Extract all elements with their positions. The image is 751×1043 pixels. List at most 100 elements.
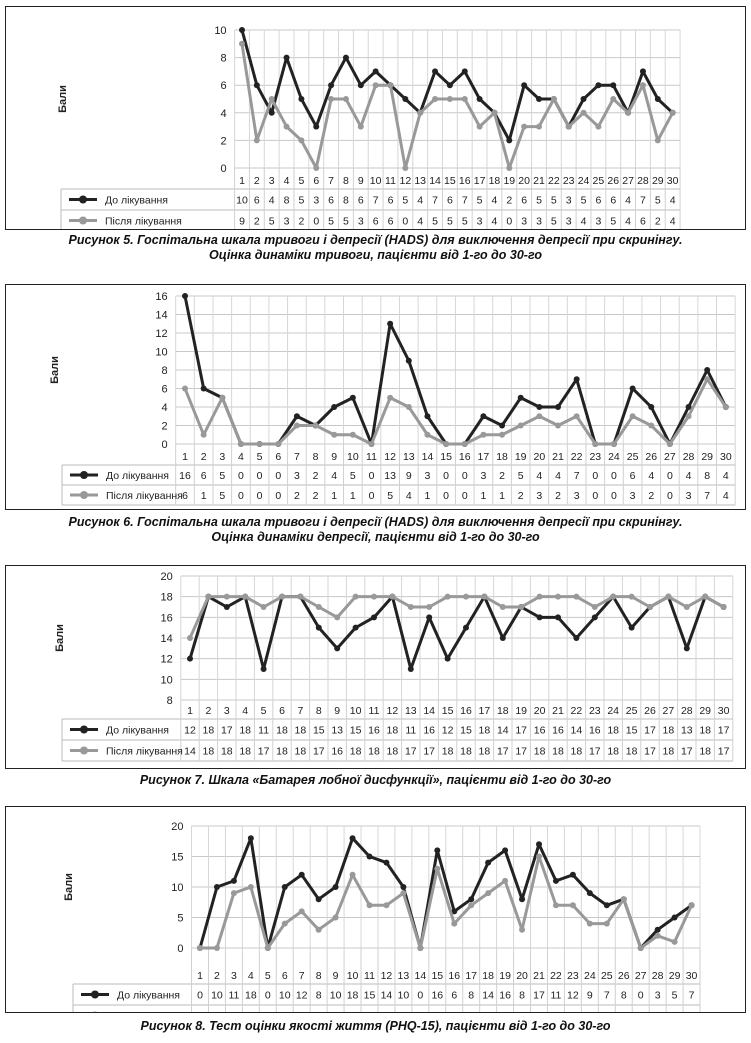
x-tick-label: 15 xyxy=(431,970,443,982)
data-point xyxy=(328,82,335,89)
table-value: 17 xyxy=(533,990,545,1002)
y-tick-label: 2 xyxy=(220,135,226,147)
data-point xyxy=(499,604,506,610)
table-value: 14 xyxy=(497,725,509,737)
table-value: 0 xyxy=(197,990,203,1002)
table-value: 10 xyxy=(279,990,291,1002)
y-tick-label: 16 xyxy=(161,612,173,624)
data-point xyxy=(268,96,275,102)
table-value: 18 xyxy=(479,725,491,737)
x-tick-label: 21 xyxy=(552,451,564,463)
x-tick-label: 5 xyxy=(298,175,304,187)
table-value: 3 xyxy=(574,490,580,502)
table-value: 11 xyxy=(550,990,561,1002)
data-point xyxy=(407,666,414,672)
x-tick-label: 11 xyxy=(369,705,380,717)
data-point xyxy=(569,902,576,909)
x-tick-label: 13 xyxy=(405,705,417,717)
x-tick-label: 27 xyxy=(663,705,675,717)
table-value: 0 xyxy=(443,470,449,482)
gridlines xyxy=(175,295,736,445)
y-tick-label: 15 xyxy=(171,852,183,864)
table-value: 7 xyxy=(468,1011,474,1013)
table-value: 5 xyxy=(672,990,678,1002)
table-value: 17 xyxy=(258,746,270,758)
y-tick-label: 20 xyxy=(161,571,173,583)
x-tick-label: 16 xyxy=(459,175,471,187)
legend-label: Після лікування xyxy=(117,1011,194,1013)
table-value: 1 xyxy=(425,490,431,502)
legend-entry-before: До лікування xyxy=(69,195,168,207)
x-tick-label: 9 xyxy=(333,970,339,982)
table-value: 6 xyxy=(388,195,394,207)
data-point xyxy=(281,884,288,890)
table-value: 4 xyxy=(670,216,676,228)
table-value: 1 xyxy=(480,490,486,502)
data-point xyxy=(654,137,661,144)
x-tick-label: 16 xyxy=(448,970,460,982)
table-value: 5 xyxy=(536,195,542,207)
table-value: 14 xyxy=(184,746,196,758)
data-point xyxy=(315,926,322,933)
x-tick-label: 22 xyxy=(548,175,560,187)
table-value: 0 xyxy=(197,1011,203,1013)
data-point xyxy=(260,666,267,672)
table-value: 9 xyxy=(231,1011,237,1013)
table-value: 16 xyxy=(368,725,380,737)
series-line xyxy=(200,855,693,950)
x-tick-label: 30 xyxy=(720,451,732,463)
x-tick-label: 6 xyxy=(282,970,288,982)
table-value: 18 xyxy=(245,990,257,1002)
x-tick-label: 13 xyxy=(414,175,426,187)
data-point xyxy=(517,394,524,401)
data-point xyxy=(260,604,267,610)
series-line xyxy=(188,595,725,639)
table-value: 18 xyxy=(239,725,251,737)
x-tick-label: 28 xyxy=(637,175,649,187)
data-point xyxy=(702,593,709,600)
legend-marker xyxy=(79,195,87,204)
table-value: 18 xyxy=(239,746,251,758)
data-point xyxy=(315,896,322,903)
figure-7-caption: Рисунок 7. Шкала «Батарея лобної дисфунк… xyxy=(0,773,751,788)
data-point xyxy=(446,82,453,89)
table-value: 13 xyxy=(431,1011,443,1013)
table-value: 12 xyxy=(296,990,308,1002)
data-point xyxy=(639,82,646,89)
table-value: 17 xyxy=(644,746,656,758)
data-point xyxy=(424,431,431,438)
data-point xyxy=(502,847,509,854)
table-value: 0 xyxy=(313,216,319,228)
table-value: 5 xyxy=(387,490,393,502)
y-tick-label: 18 xyxy=(161,592,173,604)
table-value: 4 xyxy=(417,195,423,207)
x-tick-label: 5 xyxy=(257,451,263,463)
data-point xyxy=(417,945,424,951)
table-value: 10 xyxy=(245,1011,257,1013)
data-point xyxy=(313,165,320,171)
table-value: 14 xyxy=(571,725,583,737)
series-before xyxy=(197,835,695,951)
x-tick-label: 26 xyxy=(645,451,657,463)
legend-entry-before: До лікування xyxy=(81,990,180,1002)
data-table-grid xyxy=(72,948,701,1012)
x-tick-label: 14 xyxy=(423,705,435,717)
data-point xyxy=(298,137,305,144)
table-value: 6 xyxy=(358,195,364,207)
x-tick-label: 2 xyxy=(205,705,211,717)
data-point xyxy=(586,890,593,897)
table-value: 0 xyxy=(402,216,408,228)
data-point xyxy=(704,367,711,373)
data-point xyxy=(654,932,661,939)
data-point xyxy=(283,123,290,130)
table-value: 6 xyxy=(447,195,453,207)
data-point xyxy=(610,441,617,447)
table-value: 0 xyxy=(275,490,281,502)
x-tick-label: 29 xyxy=(699,705,711,717)
table-value: 4 xyxy=(282,1011,288,1013)
data-point xyxy=(688,902,695,909)
figure-7-caption-line-1: Рисунок 7. Шкала «Батарея лобної дисфунк… xyxy=(139,773,612,787)
data-point xyxy=(555,593,561,600)
table-value: 8 xyxy=(621,1011,627,1013)
